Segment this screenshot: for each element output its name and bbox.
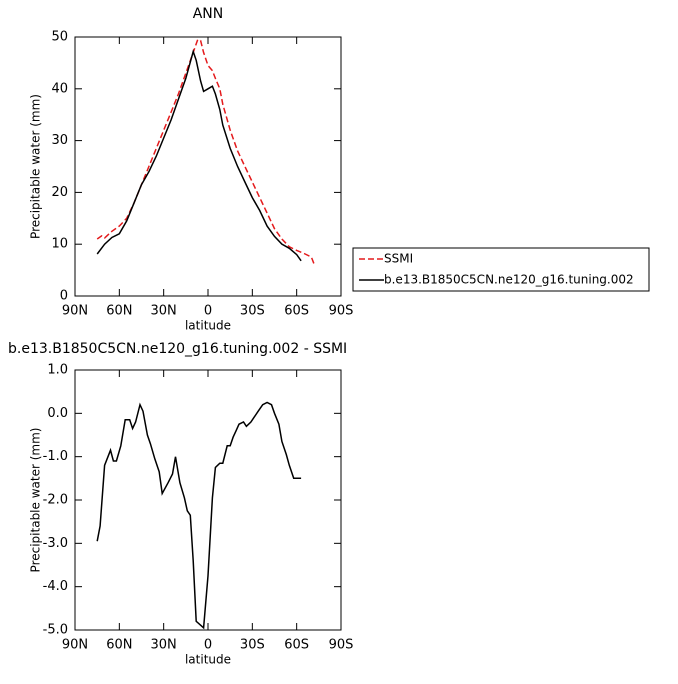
x-tick-label: 0 [204,638,212,653]
data-line [96,48,302,262]
legend-label: b.e13.B1850C5CN.ne120_g16.tuning.002 [384,273,634,287]
y-tick-label: 40 [51,81,68,96]
y-axis-label: Precipitable water (mm) [29,428,43,573]
y-tick-label: 30 [51,133,68,148]
x-tick-label: 60N [106,638,132,653]
chart-title: b.e13.B1850C5CN.ne120_g16.tuning.002 - S… [8,341,347,357]
y-tick-label: -2.0 [43,493,68,508]
y-tick-label: -4.0 [43,579,68,594]
x-tick-label: 0 [204,304,212,319]
x-tick-label: 90N [62,638,88,653]
x-tick-label: 60N [106,304,132,319]
y-tick-label: 0 [60,289,68,304]
y-tick-label: -1.0 [43,449,68,464]
x-axis-label: latitude [185,319,231,333]
chart-title: ANN [193,6,224,22]
y-tick-label: 20 [51,185,68,200]
data-line [96,38,316,266]
x-tick-label: 30N [151,304,177,319]
data-line [96,401,302,630]
x-axis-label: latitude [185,653,231,667]
plot-frame [74,369,342,631]
legend-box [352,247,650,292]
x-tick-label: 60S [284,304,309,319]
x-tick-label: 30S [240,638,265,653]
x-tick-label: 60S [284,638,309,653]
y-tick-label: -5.0 [43,623,68,638]
legend-label: SSMI [384,252,413,266]
y-axis-label: Precipitable water (mm) [29,94,43,239]
y-tick-label: 1.0 [47,363,68,378]
x-tick-label: 30N [151,638,177,653]
y-tick-label: -3.0 [43,536,68,551]
plot-frame [74,36,342,297]
x-tick-label: 30S [240,304,265,319]
y-tick-label: 0.0 [47,406,68,421]
x-tick-label: 90S [329,304,354,319]
x-tick-label: 90N [62,304,88,319]
y-tick-label: 50 [51,30,68,45]
y-tick-label: 10 [51,237,68,252]
x-tick-label: 90S [329,638,354,653]
